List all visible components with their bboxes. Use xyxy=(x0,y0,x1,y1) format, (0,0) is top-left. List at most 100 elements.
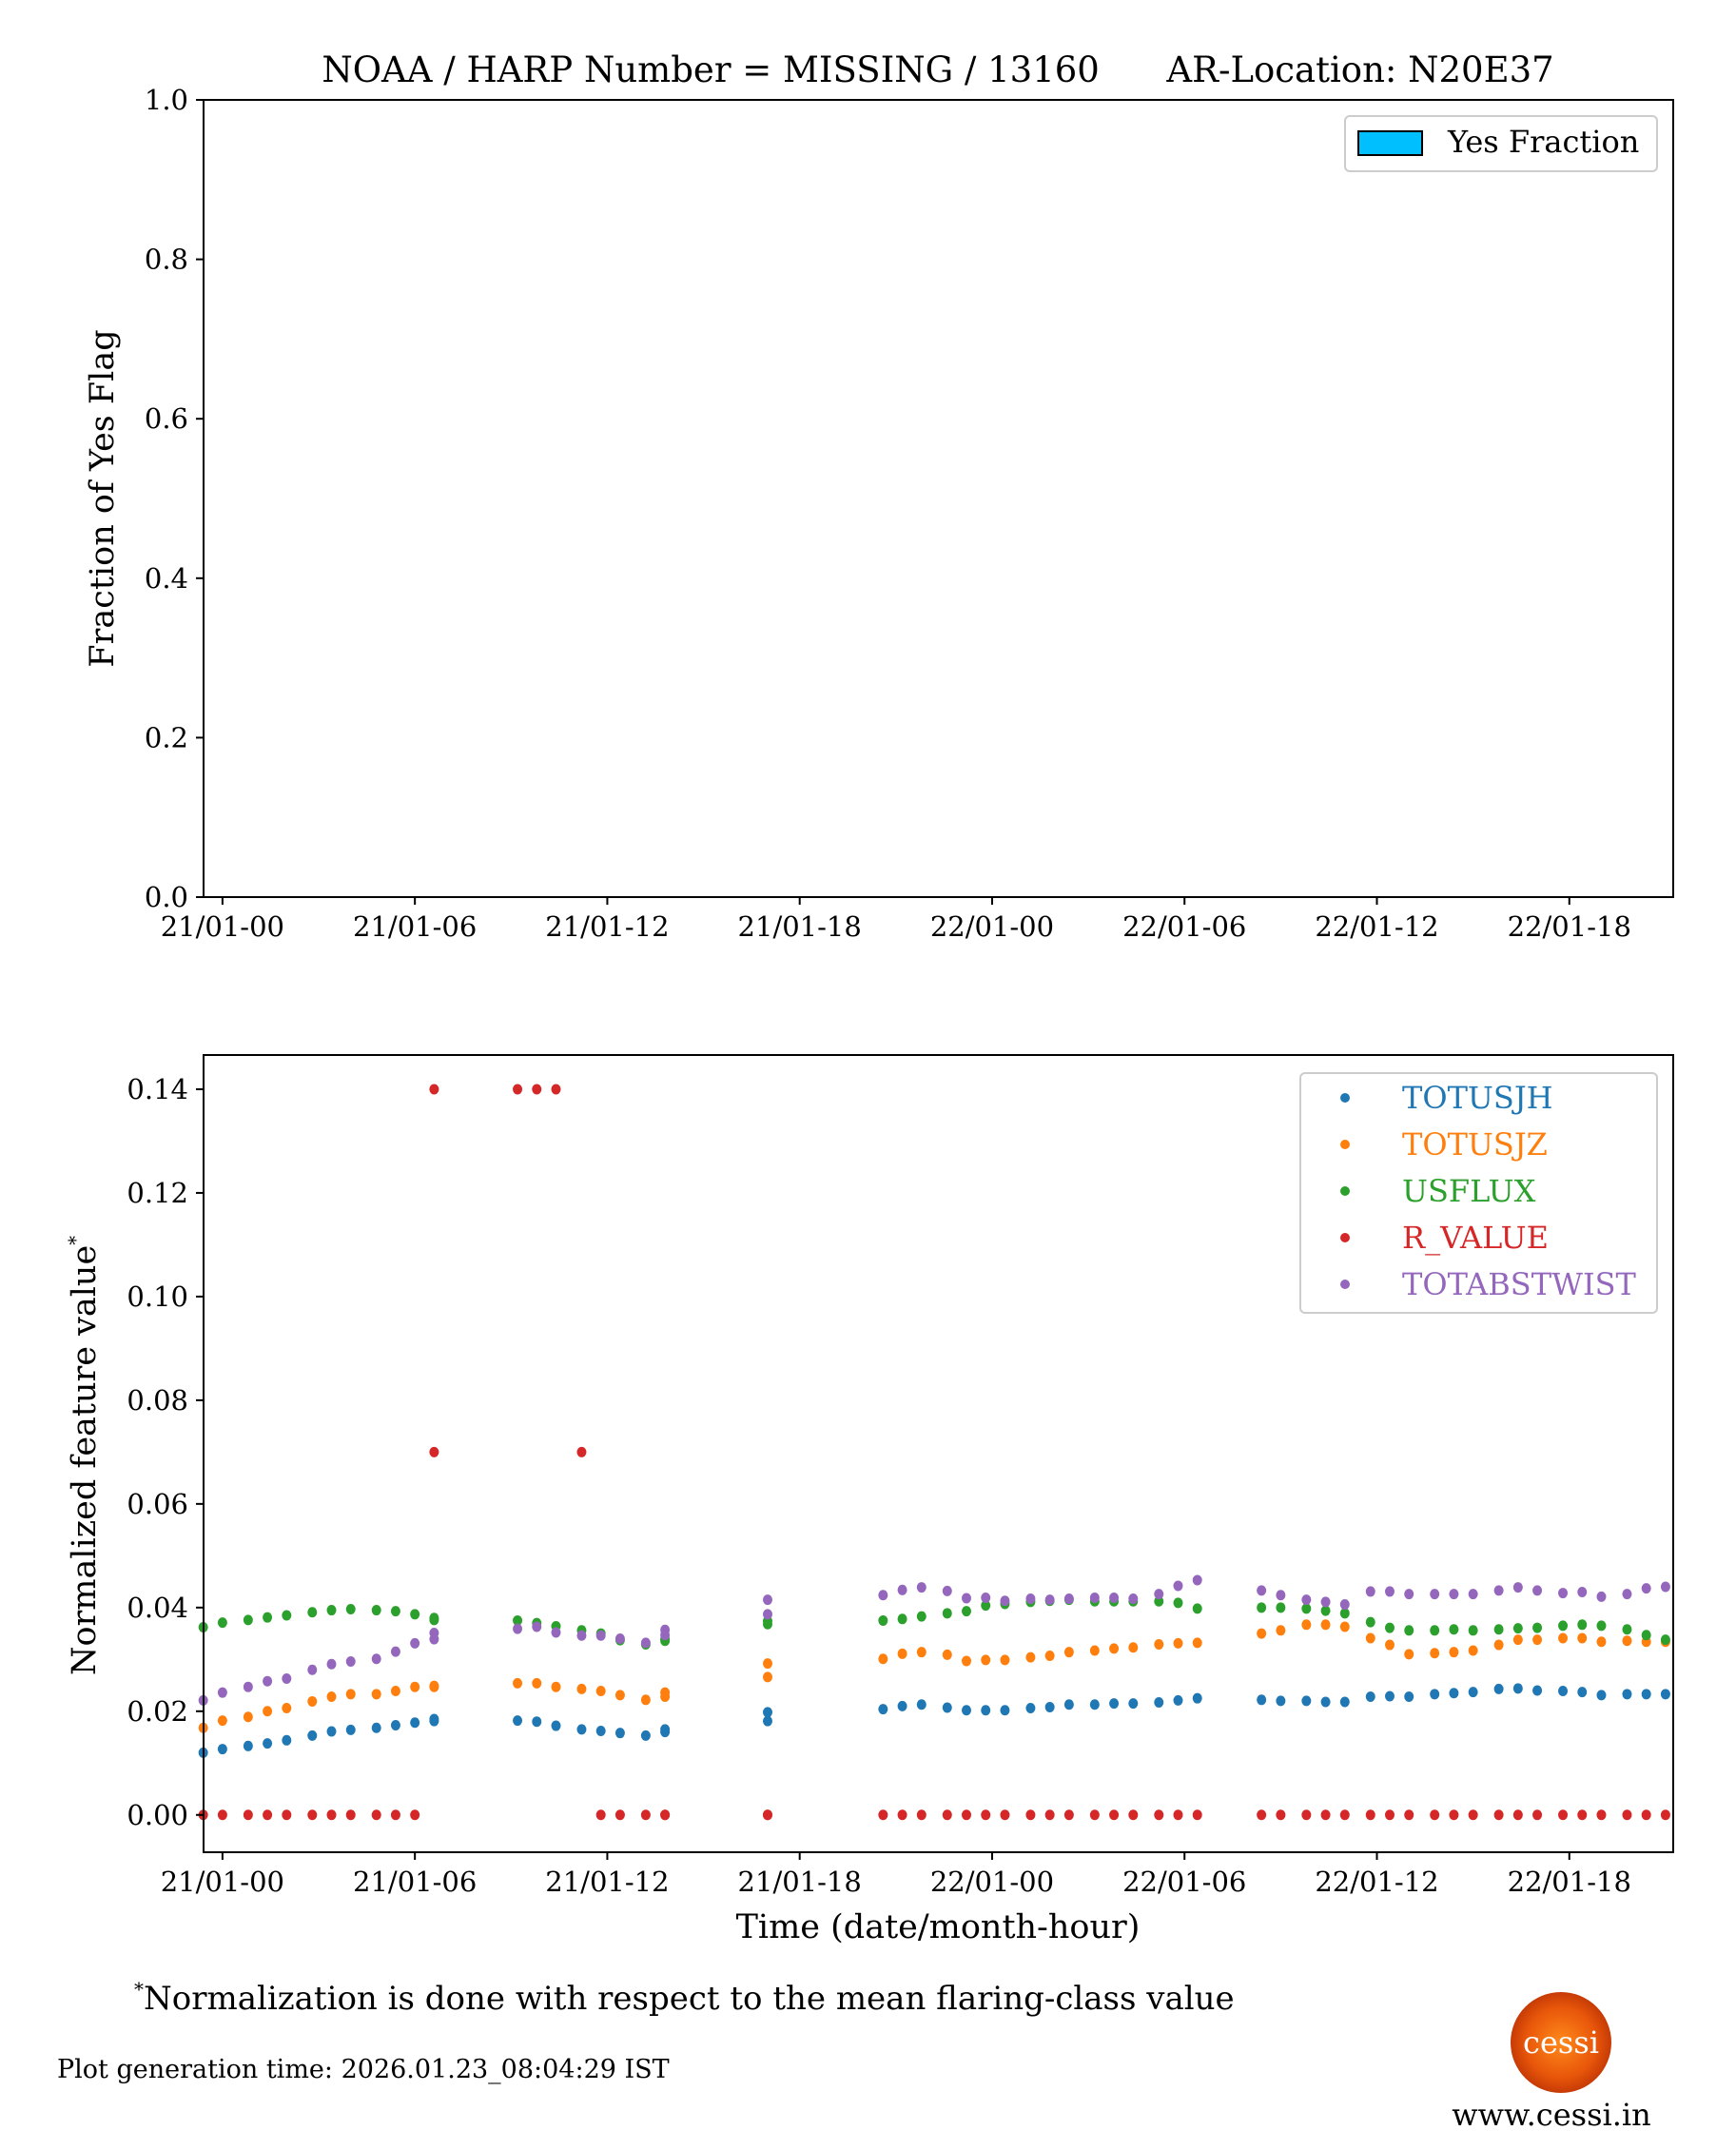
data-point-totusjh xyxy=(897,1700,907,1711)
x-tick-label: 22/01-12 xyxy=(1315,910,1438,943)
data-point-totabstwist xyxy=(878,1590,888,1601)
data-point-totusjz xyxy=(1468,1645,1478,1656)
data-point-r-value xyxy=(263,1809,273,1821)
data-point-totabstwist xyxy=(307,1664,318,1675)
data-point-totusjh xyxy=(942,1702,952,1713)
data-point-r-value xyxy=(326,1809,337,1821)
data-point-usflux xyxy=(282,1610,292,1621)
data-point-usflux xyxy=(263,1612,273,1623)
data-point-totusjz xyxy=(1512,1634,1523,1646)
data-point-totusjh xyxy=(1622,1689,1632,1700)
data-point-totabstwist xyxy=(1089,1592,1100,1603)
data-point-totabstwist xyxy=(1596,1591,1607,1602)
data-point-usflux xyxy=(1558,1620,1569,1632)
data-point-totabstwist xyxy=(1320,1596,1331,1608)
top-x-ticks: 21/01-00 21/01-06 21/01-12 21/01-18 22/01-00… xyxy=(161,897,1631,943)
data-point-r-value xyxy=(1025,1809,1036,1821)
data-point-usflux xyxy=(1301,1603,1312,1614)
x-tick-label: 22/01-06 xyxy=(1122,1866,1246,1898)
data-point-totusjh xyxy=(1320,1696,1331,1708)
bottom-legend-box xyxy=(1299,1072,1658,1314)
data-point-usflux xyxy=(1276,1602,1286,1613)
data-point-totabstwist xyxy=(1577,1586,1588,1597)
data-point-totabstwist xyxy=(390,1646,400,1657)
yes-fraction-swatch xyxy=(1357,130,1423,156)
data-point-r-value xyxy=(345,1809,356,1821)
legend-label: TOTABSTWIST xyxy=(1402,1266,1637,1302)
data-point-totusjh xyxy=(326,1726,337,1737)
data-point-totusjz xyxy=(371,1689,381,1700)
x-tick-label: 21/01-18 xyxy=(738,1866,862,1898)
data-point-totusjh xyxy=(1109,1698,1120,1710)
data-point-totabstwist xyxy=(263,1675,273,1687)
data-point-totusjz xyxy=(307,1695,318,1707)
data-point-totusjh xyxy=(217,1744,227,1755)
data-point-totusjz xyxy=(1384,1639,1395,1651)
data-point-r-value xyxy=(1192,1809,1202,1821)
data-point-totusjh xyxy=(1000,1705,1010,1716)
data-point-totabstwist xyxy=(660,1624,671,1635)
data-point-totusjz xyxy=(532,1677,542,1689)
x-tick-label: 21/01-00 xyxy=(161,1866,284,1898)
data-point-totusjz xyxy=(1109,1643,1120,1654)
data-point-usflux xyxy=(1192,1603,1202,1614)
data-point-r-value xyxy=(1532,1809,1543,1821)
data-point-totusjh xyxy=(263,1738,273,1749)
top-legend-box xyxy=(1344,115,1658,172)
data-point-totusjz xyxy=(878,1653,888,1665)
data-point-totabstwist xyxy=(1532,1585,1543,1596)
data-point-usflux xyxy=(1365,1616,1375,1628)
data-point-totusjz xyxy=(1596,1636,1607,1648)
data-point-r-value xyxy=(762,1809,772,1821)
data-point-totabstwist xyxy=(1257,1585,1267,1596)
data-point-totusjz xyxy=(410,1681,420,1692)
data-point-totusjh xyxy=(1493,1683,1504,1694)
data-point-totusjz xyxy=(1257,1628,1267,1639)
data-point-totabstwist xyxy=(1468,1589,1478,1600)
data-point-totusjh xyxy=(1430,1689,1440,1700)
data-point-totabstwist xyxy=(942,1585,952,1596)
data-point-usflux xyxy=(1384,1622,1395,1633)
y-tick-label: 0.2 xyxy=(145,721,188,753)
data-point-usflux xyxy=(217,1617,227,1629)
legend-marker xyxy=(1340,1140,1350,1149)
data-point-totabstwist xyxy=(1365,1586,1375,1597)
data-point-totusjh xyxy=(1468,1687,1478,1698)
data-point-r-value xyxy=(916,1809,927,1821)
data-point-usflux xyxy=(371,1605,381,1616)
data-point-totusjh xyxy=(762,1715,772,1727)
data-point-totusjh xyxy=(595,1726,606,1737)
website-link[interactable]: www.cessi.in xyxy=(1452,2097,1651,2133)
data-point-r-value xyxy=(532,1084,542,1095)
data-point-totusjh xyxy=(282,1734,292,1746)
data-point-totusjh xyxy=(1532,1685,1543,1696)
data-point-totusjz xyxy=(916,1647,927,1658)
data-point-totusjh xyxy=(1063,1699,1074,1710)
y-tick-label: 0.04 xyxy=(127,1592,188,1624)
data-point-totusjh xyxy=(916,1699,927,1710)
data-point-r-value xyxy=(1430,1809,1440,1821)
data-point-r-value xyxy=(371,1809,381,1821)
data-point-r-value xyxy=(1128,1809,1139,1821)
data-point-totusjz xyxy=(1320,1619,1331,1631)
data-point-totabstwist xyxy=(1641,1583,1651,1594)
data-point-totusjz xyxy=(1339,1621,1350,1632)
data-point-usflux xyxy=(1660,1634,1670,1646)
data-point-totabstwist xyxy=(282,1672,292,1684)
legend-marker xyxy=(1340,1093,1350,1103)
data-point-totusjz xyxy=(1044,1650,1055,1661)
data-point-r-value xyxy=(1109,1809,1120,1821)
data-point-usflux xyxy=(1404,1625,1414,1636)
data-point-totabstwist xyxy=(345,1655,356,1667)
data-point-r-value xyxy=(1384,1809,1395,1821)
data-point-usflux xyxy=(916,1611,927,1622)
data-point-totusjz xyxy=(243,1711,253,1723)
data-point-totabstwist xyxy=(1192,1574,1202,1586)
data-point-totabstwist xyxy=(614,1633,625,1645)
data-point-usflux xyxy=(307,1607,318,1618)
data-point-usflux xyxy=(762,1618,772,1630)
data-point-totusjh xyxy=(1044,1701,1055,1712)
data-point-totabstwist xyxy=(513,1623,523,1634)
data-point-totusjz xyxy=(1192,1637,1202,1649)
data-point-usflux xyxy=(1257,1602,1267,1613)
